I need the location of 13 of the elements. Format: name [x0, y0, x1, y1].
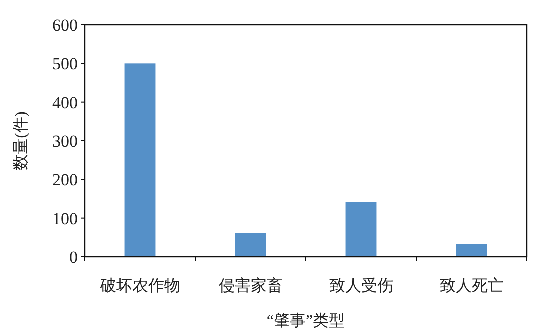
x-axis-title: “肇事”类型 [266, 312, 346, 330]
y-tick-label: 300 [52, 132, 78, 151]
y-tick-label: 500 [52, 54, 78, 74]
x-tick-label: 致人受伤 [329, 277, 394, 295]
x-tick-label: 致人死亡 [440, 277, 504, 295]
x-tick-label: 侵害家畜 [218, 277, 283, 295]
y-tick-label: 600 [52, 16, 78, 35]
y-tick-label: 100 [52, 209, 78, 228]
y-axis-title: 数量(件) [13, 112, 30, 170]
y-tick-label: 400 [52, 93, 78, 112]
x-tick-label: 破坏农作物 [99, 277, 180, 295]
y-tick-label: 200 [52, 170, 78, 190]
y-tick-label: 0 [70, 248, 78, 267]
